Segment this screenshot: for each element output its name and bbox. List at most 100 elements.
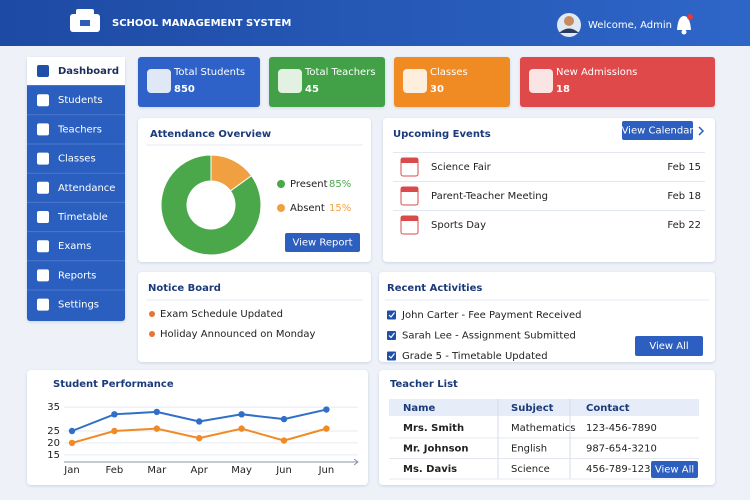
nav-item: Attendance: [58, 183, 115, 194]
x-tick-label: Mar: [147, 465, 167, 476]
stat-label: Total Students: [173, 67, 245, 78]
legend-label: Absent: [290, 203, 325, 214]
y-tick-label: 20: [47, 438, 60, 449]
table-cell: 123-456-7890: [586, 423, 657, 434]
stat-label: Classes: [430, 67, 468, 78]
event-name: Sports Day: [431, 220, 486, 231]
app-title: SCHOOL MANAGEMENT SYSTEM: [112, 18, 291, 29]
table-cell: Ms. Davis: [403, 464, 457, 475]
series-point: [153, 425, 160, 432]
card-title: Attendance Overview: [150, 129, 271, 140]
x-tick-label: Feb: [106, 465, 124, 476]
nav-icon: [37, 181, 49, 194]
pie-slice: [210, 154, 253, 192]
nav-icon: [37, 65, 49, 77]
activities-card: [379, 272, 715, 362]
calendar-icon-top: [401, 216, 418, 221]
nav-item: Dashboard: [58, 66, 119, 77]
performance-card: [27, 370, 368, 485]
stat-value: 30: [430, 84, 444, 95]
activity-item: John Carter - Fee Payment Received: [401, 310, 581, 321]
pie-slice: [160, 154, 262, 256]
notification-bell[interactable]: [677, 14, 693, 35]
nav-icon: [37, 211, 49, 223]
header-bar: [0, 0, 750, 46]
event-name: Parent-Teacher Meeting: [431, 191, 548, 202]
view-all-activities-button-label: View All: [649, 341, 688, 352]
series-point: [238, 425, 245, 432]
card-title: Upcoming Events: [393, 129, 491, 140]
stat-value: 850: [174, 84, 195, 95]
teacher-card: [379, 370, 715, 485]
notice-item: Exam Schedule Updated: [160, 309, 283, 320]
notice-item: Holiday Announced on Monday: [160, 329, 315, 340]
stat-value: 45: [305, 84, 319, 95]
series-point: [323, 425, 330, 432]
table-cell: 987-654-3210: [586, 444, 657, 455]
card-title: Notice Board: [148, 283, 221, 294]
stat-icon: [529, 69, 553, 93]
event-date: Feb 22: [667, 220, 701, 231]
view-calendar-button-label: View Calendar: [622, 126, 695, 137]
event-date: Feb 18: [667, 191, 701, 202]
y-tick-label: 35: [47, 402, 60, 413]
nav-item: Students: [58, 95, 103, 106]
card-title: Student Performance: [53, 379, 174, 390]
series-point: [196, 418, 203, 425]
table-cell: Mr. Johnson: [403, 444, 469, 455]
stat-icon: [278, 69, 302, 93]
table-cell: Science: [511, 464, 550, 475]
column-header: Name: [403, 403, 436, 414]
check: [388, 332, 395, 339]
calendar-icon-top: [401, 158, 418, 163]
series-point: [280, 437, 288, 444]
column-header: Contact: [586, 403, 630, 414]
x-tick-label: Apr: [191, 465, 209, 476]
legend-label: Present: [290, 179, 328, 190]
event-date: Feb 15: [667, 162, 701, 173]
view-all-teachers-button[interactable]: [651, 461, 698, 478]
nav-icon: [37, 298, 49, 311]
series-point: [111, 427, 118, 435]
nav-icon: [37, 94, 49, 107]
avatar[interactable]: [557, 13, 581, 37]
stat-label: New Admissions: [556, 67, 637, 78]
series-point: [111, 411, 118, 418]
nav-icon: [37, 123, 49, 136]
view-calendar-button[interactable]: [622, 121, 693, 140]
view-all-teachers-button-label: View All: [655, 465, 694, 476]
card-title: Teacher List: [390, 379, 458, 390]
chevron[interactable]: [698, 126, 705, 136]
legend-value: 15%: [329, 203, 351, 214]
nav-item: Exams: [58, 241, 91, 252]
event-name: Science Fair: [431, 162, 492, 173]
activity-item: Sarah Lee - Assignment Submitted: [402, 331, 576, 342]
table-cell: English: [511, 444, 547, 455]
check: [388, 312, 395, 318]
notice-card: [138, 272, 371, 362]
sidebar: [27, 57, 125, 321]
events-card: [383, 118, 715, 262]
y-tick-label: 15: [47, 450, 60, 461]
view-report-button[interactable]: [285, 233, 360, 252]
stat-icon: [147, 69, 171, 93]
series-point: [238, 411, 245, 418]
series-point: [323, 406, 330, 413]
table-cell: Mrs. Smith: [403, 423, 464, 434]
nav-icon: [37, 240, 49, 253]
stat-label: Total Teachers: [304, 67, 376, 78]
bullet: [149, 331, 155, 337]
nav-item: Timetable: [57, 212, 108, 223]
view-all-activities-button[interactable]: [635, 336, 703, 356]
check: [388, 353, 395, 359]
card-title: Recent Activities: [387, 283, 482, 294]
legend-value: 85%: [329, 179, 351, 190]
series-point: [196, 434, 203, 442]
stat-icon: [403, 69, 427, 93]
nav-icon: [37, 152, 49, 165]
nav-item: Reports: [58, 270, 96, 281]
view-report-button-label: View Report: [292, 238, 352, 249]
nav-item: Classes: [58, 154, 96, 165]
x-axis-arrow: [353, 458, 359, 466]
stat-value: 18: [556, 84, 570, 95]
